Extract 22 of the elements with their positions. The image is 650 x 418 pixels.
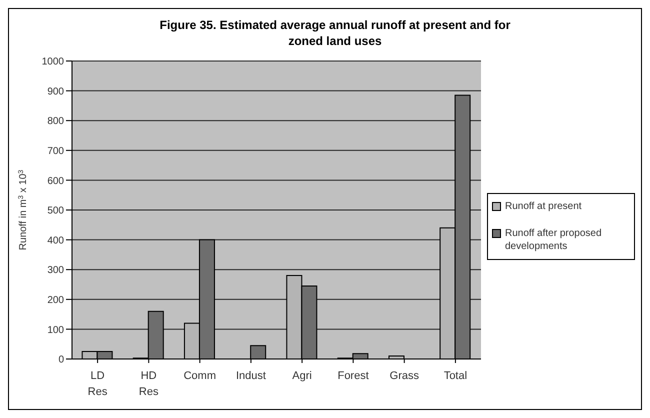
x-tick-label: Agri <box>292 370 312 382</box>
y-tick-label: 0 <box>58 354 64 366</box>
y-tick-label: 200 <box>47 294 64 306</box>
y-tick-label: 300 <box>47 265 64 276</box>
y-tick-label: 400 <box>47 235 64 246</box>
y-tick-label: 800 <box>47 116 64 128</box>
x-tick-label: Comm <box>184 370 216 382</box>
x-tick-label: Forest <box>338 370 369 382</box>
legend-label: Runoff after proposed developments <box>505 227 603 253</box>
y-tick-label: 900 <box>47 86 64 98</box>
x-tick-label: HD Res <box>138 370 159 398</box>
chart-title: Figure 35. Estimated average annual runoff at present and for zoned land uses <box>158 17 512 49</box>
y-tick-label: 700 <box>47 146 64 157</box>
y-tick-label: 600 <box>47 176 64 187</box>
x-tick-label: LD Res <box>88 370 108 398</box>
legend-label: Runoff at present <box>505 200 582 213</box>
x-tick-label: Grass <box>390 370 420 382</box>
y-tick-label: 1000 <box>42 56 64 68</box>
x-tick-label: Total <box>444 370 468 382</box>
x-tick-label: Indust <box>236 370 266 382</box>
y-tick-label: 500 <box>47 206 64 217</box>
y-tick-label: 100 <box>47 324 64 336</box>
